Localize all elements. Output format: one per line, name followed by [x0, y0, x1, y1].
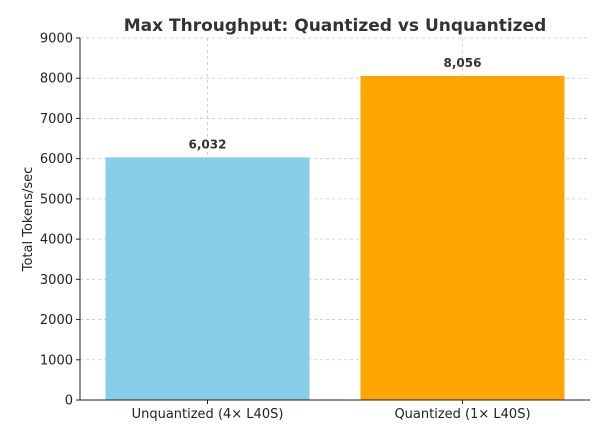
x-axis-ticks: Unquantized (4× L40S) Quantized (1× L40S)	[132, 400, 531, 422]
y-tick-label: 3000	[40, 273, 73, 288]
y-tick-label: 8000	[40, 72, 73, 87]
y-axis-ticks: 0 1000 2000 3000 4000 5000 6000 7000 8000 9000	[40, 32, 80, 409]
bar	[360, 75, 565, 400]
y-tick-label: 4000	[40, 233, 73, 248]
bar-value-label: 6,032	[189, 137, 227, 151]
y-tick-label: 0	[65, 394, 73, 409]
bar	[105, 157, 310, 400]
bars	[105, 75, 565, 400]
bar-value-label: 8,056	[444, 56, 482, 70]
y-tick-label: 9000	[40, 32, 73, 47]
chart-title: Max Throughput: Quantized vs Unquantized	[124, 16, 547, 36]
y-tick-label: 2000	[40, 313, 73, 328]
y-tick-label: 6000	[40, 152, 73, 167]
data-labels: 6,032 8,056	[189, 56, 482, 151]
y-tick-label: 1000	[40, 353, 73, 368]
x-tick-label: Quantized (1× L40S)	[394, 407, 530, 422]
y-tick-label: 7000	[40, 112, 73, 127]
y-tick-label: 5000	[40, 192, 73, 207]
x-tick-label: Unquantized (4× L40S)	[132, 407, 284, 422]
y-axis-label: Total Tokens/sec	[21, 167, 36, 273]
